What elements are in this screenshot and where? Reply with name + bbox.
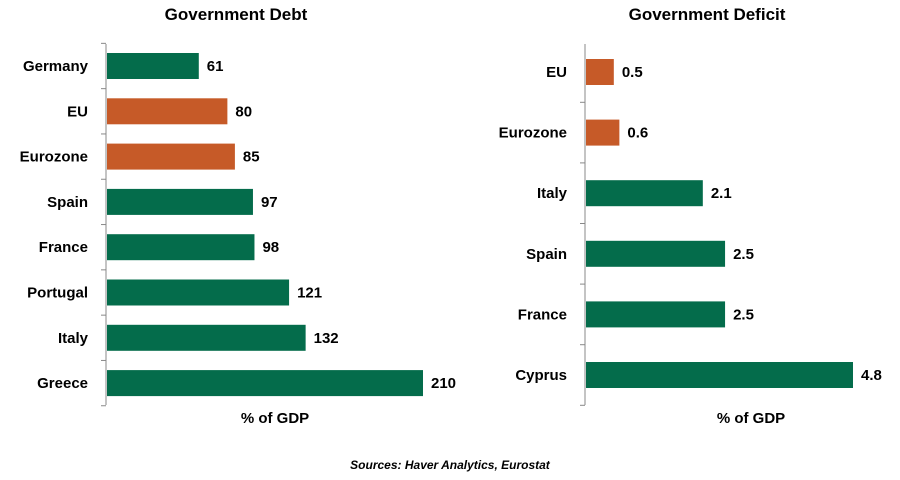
debt-bar	[107, 53, 199, 79]
deficit-bar	[586, 180, 703, 207]
debt-value-label: 132	[314, 330, 339, 347]
debt-value-label: 85	[243, 149, 260, 166]
debt-value-label: 98	[262, 239, 279, 256]
deficit-category-label: Italy	[537, 185, 568, 202]
debt-x-axis-label: % of GDP	[241, 410, 309, 427]
debt-category-label: Italy	[58, 330, 89, 347]
debt-bar	[107, 324, 306, 351]
debt-bar	[107, 279, 290, 306]
deficit-value-label: 2.5	[733, 306, 754, 323]
debt-category-label: Greece	[37, 375, 88, 392]
source-note: Sources: Haver Analytics, Eurostat	[350, 458, 550, 472]
debt-bar	[107, 370, 423, 397]
deficit-value-label: 4.8	[861, 367, 882, 384]
deficit-x-axis-label: % of GDP	[717, 410, 785, 427]
debt-value-label: 61	[207, 58, 224, 75]
debt-category-label: Germany	[23, 58, 89, 75]
debt-value-label: 97	[261, 194, 278, 211]
deficit-bar	[586, 240, 726, 267]
debt-bar	[107, 143, 235, 170]
debt-category-label: EU	[67, 103, 88, 120]
deficit-value-label: 2.1	[711, 185, 732, 202]
debt-bar	[107, 234, 255, 261]
deficit-chart-title: Government Deficit	[629, 5, 786, 24]
deficit-category-label: Spain	[526, 246, 567, 263]
debt-value-label: 210	[431, 375, 456, 392]
debt-value-label: 121	[297, 285, 322, 302]
debt-category-label: Portugal	[27, 285, 88, 302]
deficit-value-label: 0.6	[627, 125, 648, 142]
debt-bar	[107, 98, 228, 125]
deficit-bar	[586, 59, 614, 85]
deficit-bar	[586, 362, 853, 388]
deficit-value-label: 2.5	[733, 246, 754, 263]
deficit-category-label: EU	[546, 64, 567, 81]
deficit-category-label: Cyprus	[515, 367, 567, 384]
debt-bar	[107, 188, 253, 215]
debt-category-label: Eurozone	[20, 149, 88, 166]
debt-category-label: France	[39, 239, 88, 256]
debt-category-label: Spain	[47, 194, 88, 211]
debt-value-label: 80	[235, 103, 252, 120]
deficit-category-label: Eurozone	[499, 125, 567, 142]
debt-chart-title: Government Debt	[165, 5, 308, 24]
deficit-value-label: 0.5	[622, 64, 643, 81]
deficit-bar	[586, 119, 620, 146]
deficit-category-label: France	[518, 306, 567, 323]
deficit-bar	[586, 301, 726, 328]
